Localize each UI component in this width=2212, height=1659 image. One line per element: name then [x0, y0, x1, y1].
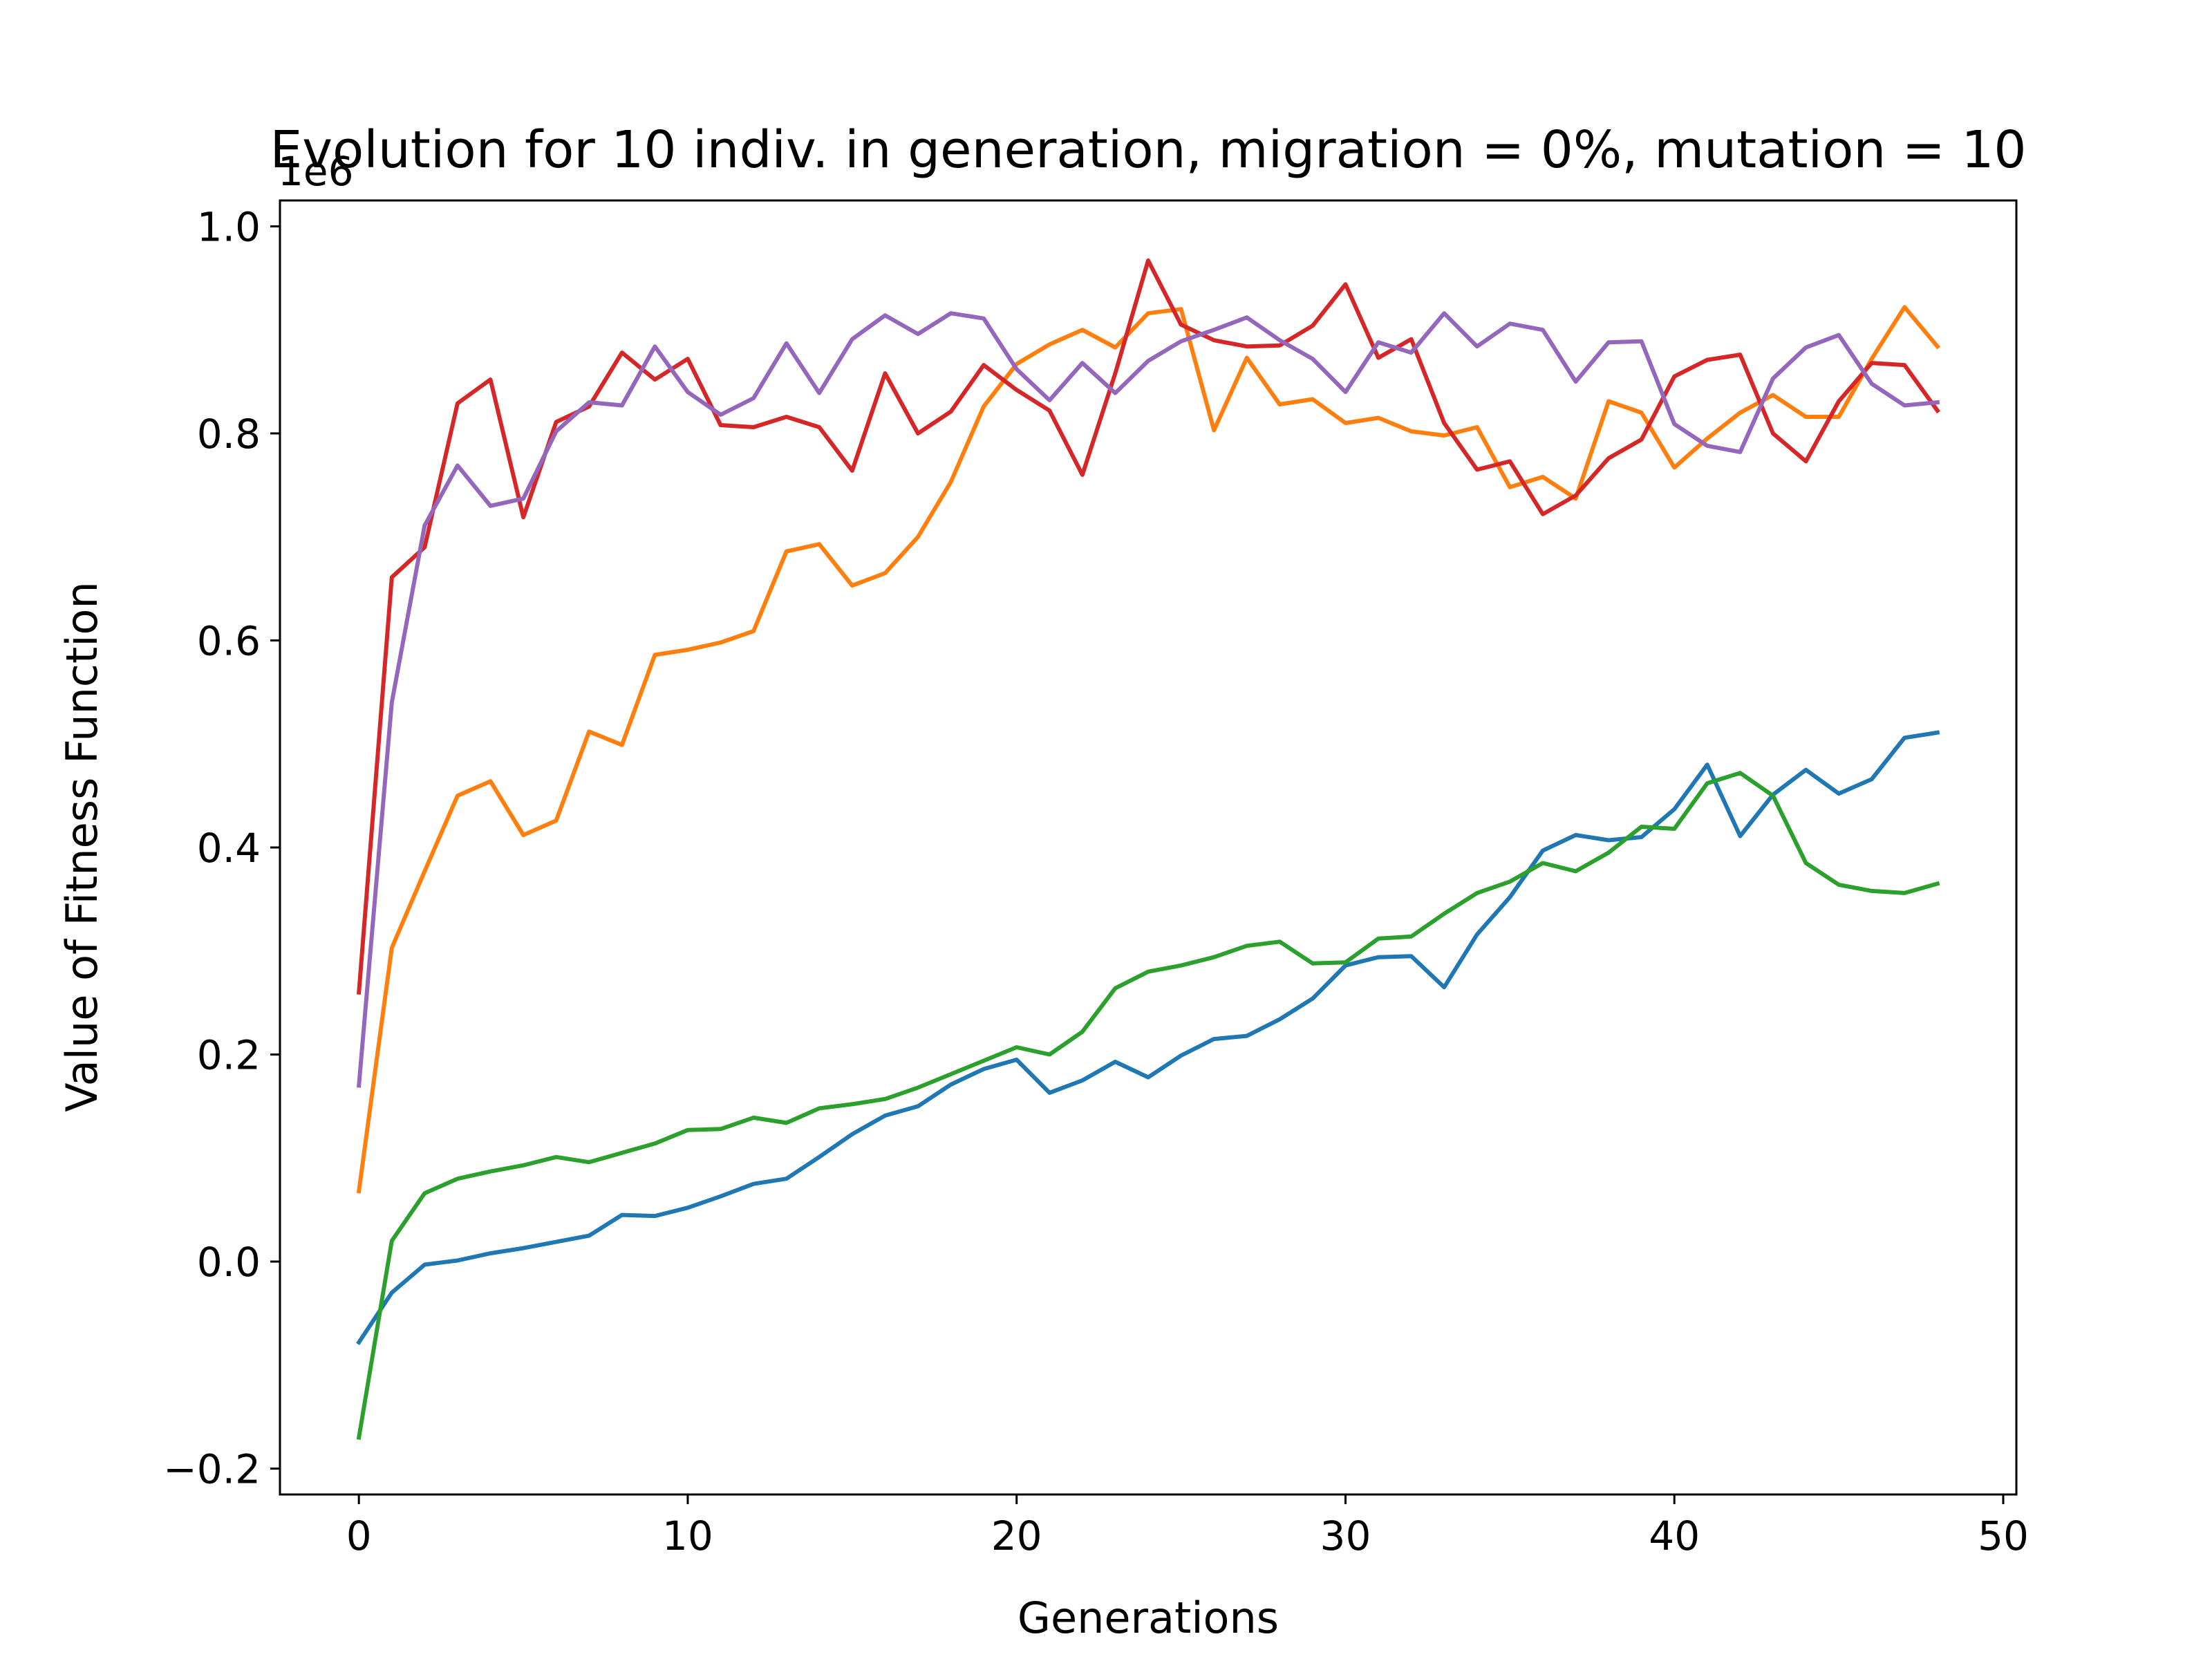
y-axis-label: Value of Fitness Function: [57, 581, 107, 1112]
x-tick-label: 40: [1649, 1512, 1700, 1559]
series-line-1: [356, 730, 1940, 1346]
series-line-2: [356, 305, 1941, 1194]
chart-title: Evolution for 10 indiv. in generation, m…: [270, 120, 2026, 180]
series-line-3: [356, 771, 1940, 1441]
x-tick-label: 30: [1320, 1512, 1371, 1559]
series-line-5: [356, 311, 1940, 1088]
y-tick-label: 0.6: [197, 617, 261, 664]
x-tick-label: 50: [1978, 1512, 2029, 1559]
y-axis: −0.2 0.0 0.2 0.4 0.6 0.8 1.0: [163, 203, 280, 1493]
plot-lines: [356, 258, 1941, 1441]
x-axis-label: Generations: [1018, 1593, 1279, 1643]
x-tick-label: 20: [991, 1512, 1042, 1559]
y-tick-label: 1.0: [197, 203, 261, 250]
x-tick-label: 10: [662, 1512, 713, 1559]
x-axis: 0 10 20 30 40 50: [346, 1494, 2029, 1559]
y-tick-label: −0.2: [163, 1446, 261, 1493]
y-tick-label: 0.0: [197, 1239, 261, 1286]
y-tick-label: 0.8: [197, 411, 261, 458]
series-line-4: [356, 258, 1940, 995]
y-offset-label: 1e6: [278, 148, 354, 195]
x-tick-label: 0: [346, 1512, 372, 1559]
y-tick-label: 0.2: [197, 1032, 261, 1079]
y-tick-label: 0.4: [197, 825, 261, 872]
